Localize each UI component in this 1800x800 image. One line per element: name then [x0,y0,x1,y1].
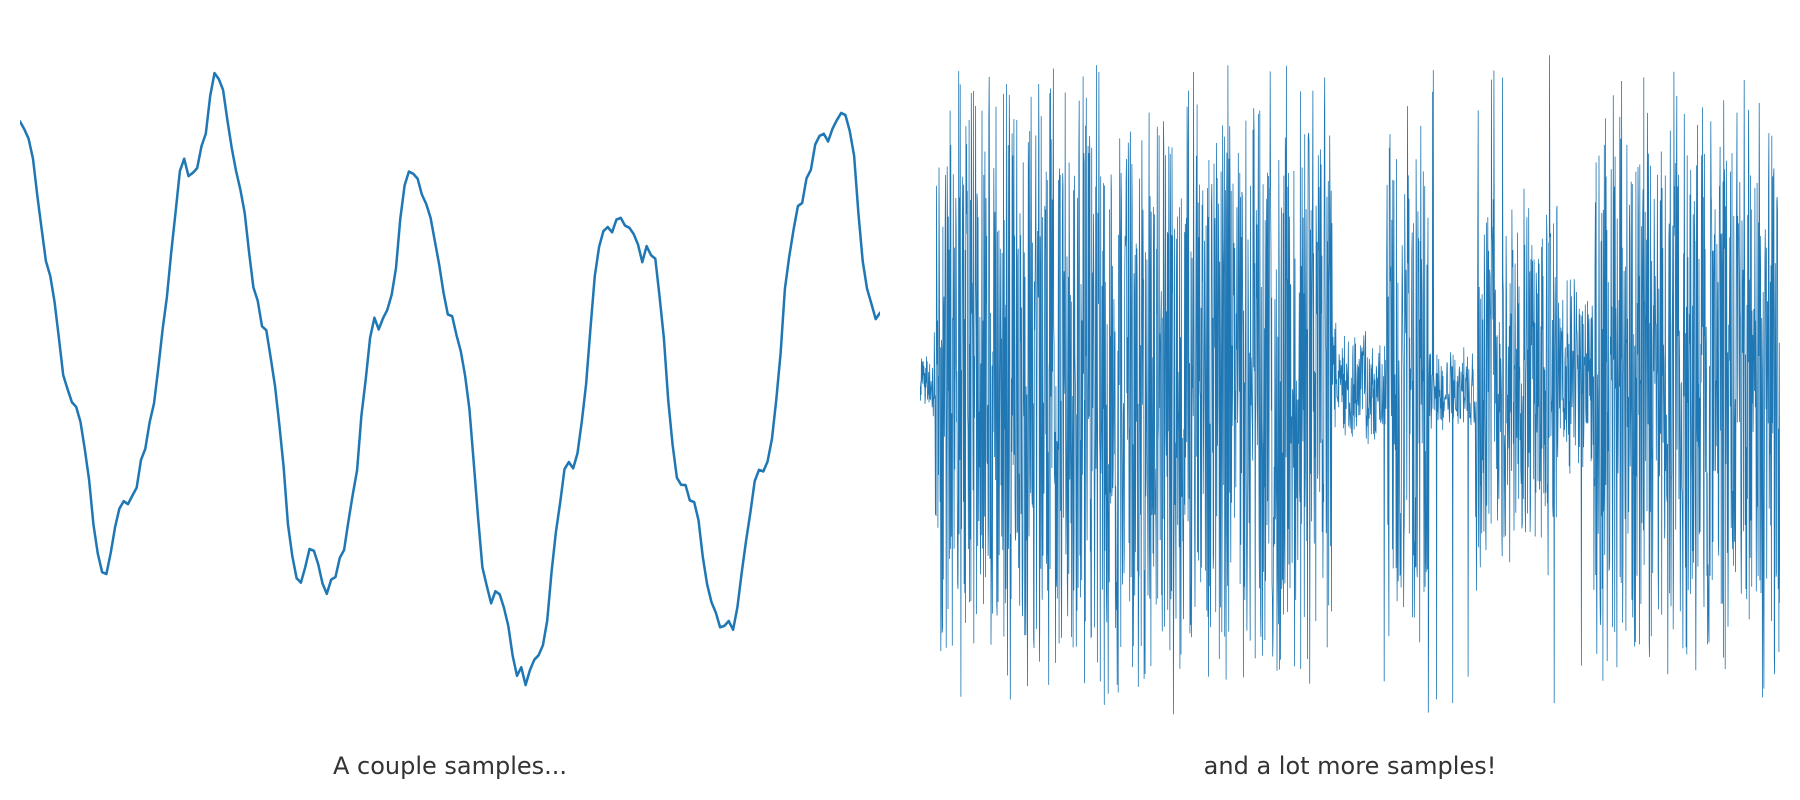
right-panel: and a lot more samples! [900,0,1800,800]
left-waveform-path [20,73,880,685]
right-plot-area [920,30,1780,740]
right-waveform-path [920,55,1780,714]
right-caption: and a lot more samples! [1204,752,1497,780]
left-plot-area [20,30,880,740]
left-panel: A couple samples... [0,0,900,800]
right-waveform-svg [920,30,1780,740]
left-waveform-svg [20,30,880,740]
left-caption: A couple samples... [333,752,567,780]
